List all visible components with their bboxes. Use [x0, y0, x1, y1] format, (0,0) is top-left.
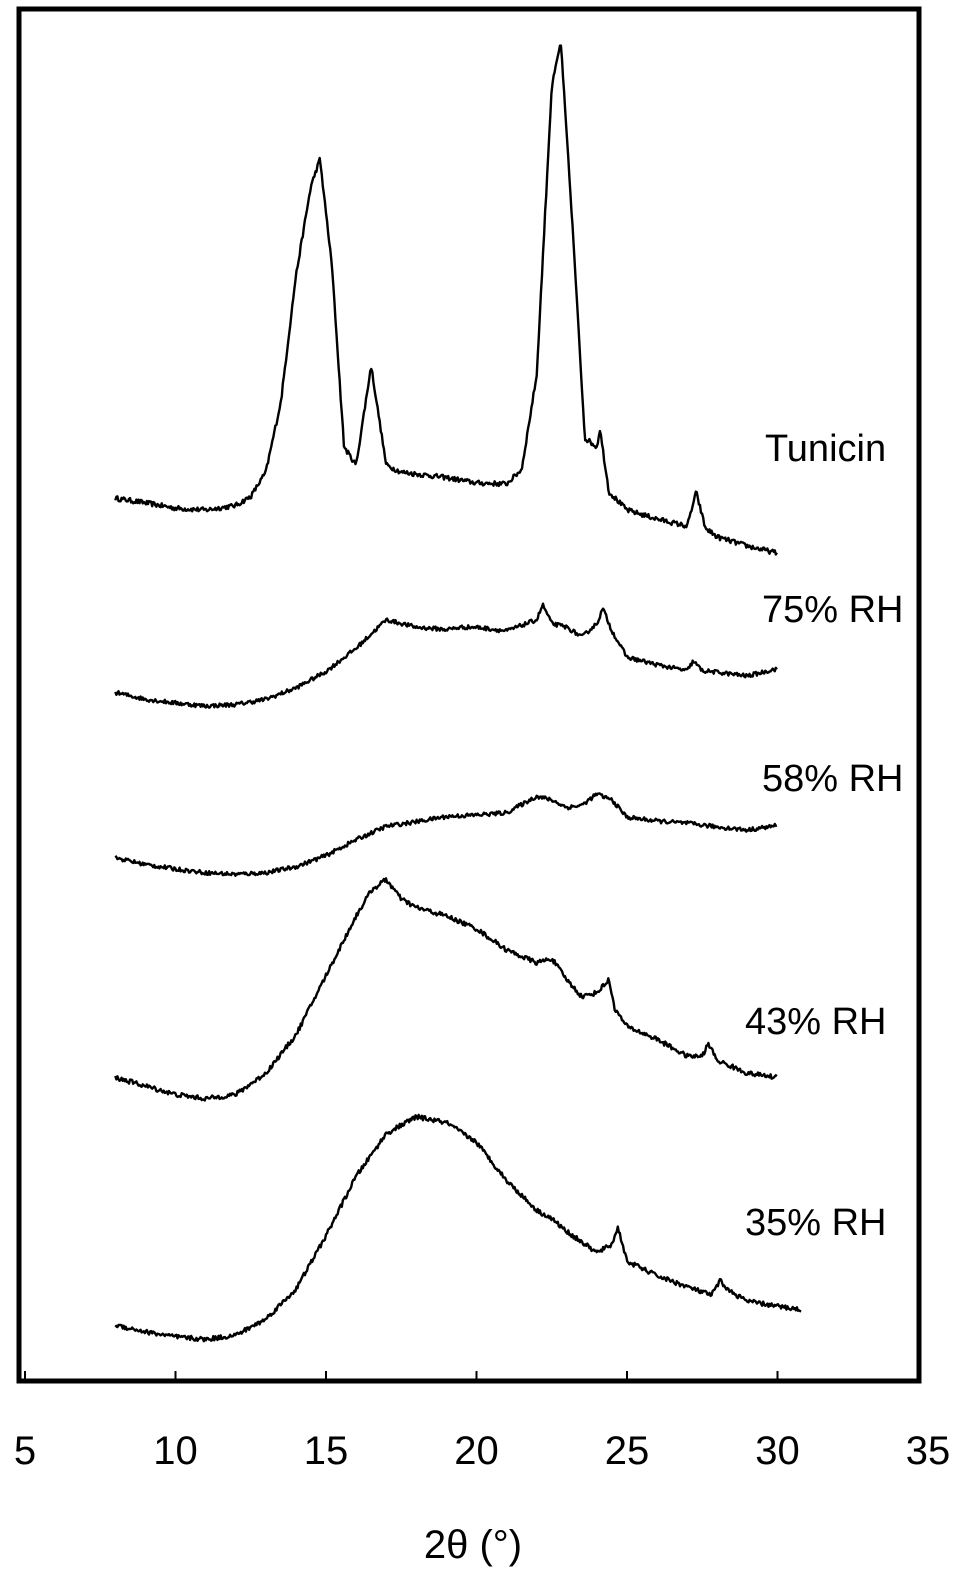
- x-tick-label: 10: [153, 1429, 198, 1473]
- plot-frame: [16, 6, 922, 1384]
- x-tick-labels: 5 10 15 20 25 30 35: [14, 1429, 950, 1473]
- x-tick-label: 20: [454, 1429, 499, 1473]
- x-tick-label: 35: [906, 1429, 951, 1473]
- x-tick-label: 30: [755, 1429, 800, 1473]
- series-line-2: [114, 602, 778, 709]
- series-line-3: [114, 792, 778, 877]
- x-axis-ticks: [24, 1371, 779, 1381]
- series-label-5: 35% RH: [745, 1202, 887, 1244]
- series-label-1: Tunicin: [765, 428, 886, 470]
- series-traces: [114, 44, 802, 1343]
- series-line-4: [114, 877, 778, 1102]
- x-tick-label: 25: [605, 1429, 650, 1473]
- x-tick-label: 5: [14, 1429, 36, 1473]
- series-labels: Tunicin 75% RH 58% RH 43% RH 35% RH: [745, 428, 904, 1244]
- x-axis-title: 2θ (°): [424, 1523, 522, 1567]
- series-line-5: [114, 1113, 802, 1343]
- series-label-3: 58% RH: [762, 758, 904, 800]
- series-label-4: 43% RH: [745, 1001, 887, 1043]
- series-label-2: 75% RH: [762, 589, 904, 631]
- x-tick-label: 15: [304, 1429, 349, 1473]
- series-line-1: [114, 44, 778, 556]
